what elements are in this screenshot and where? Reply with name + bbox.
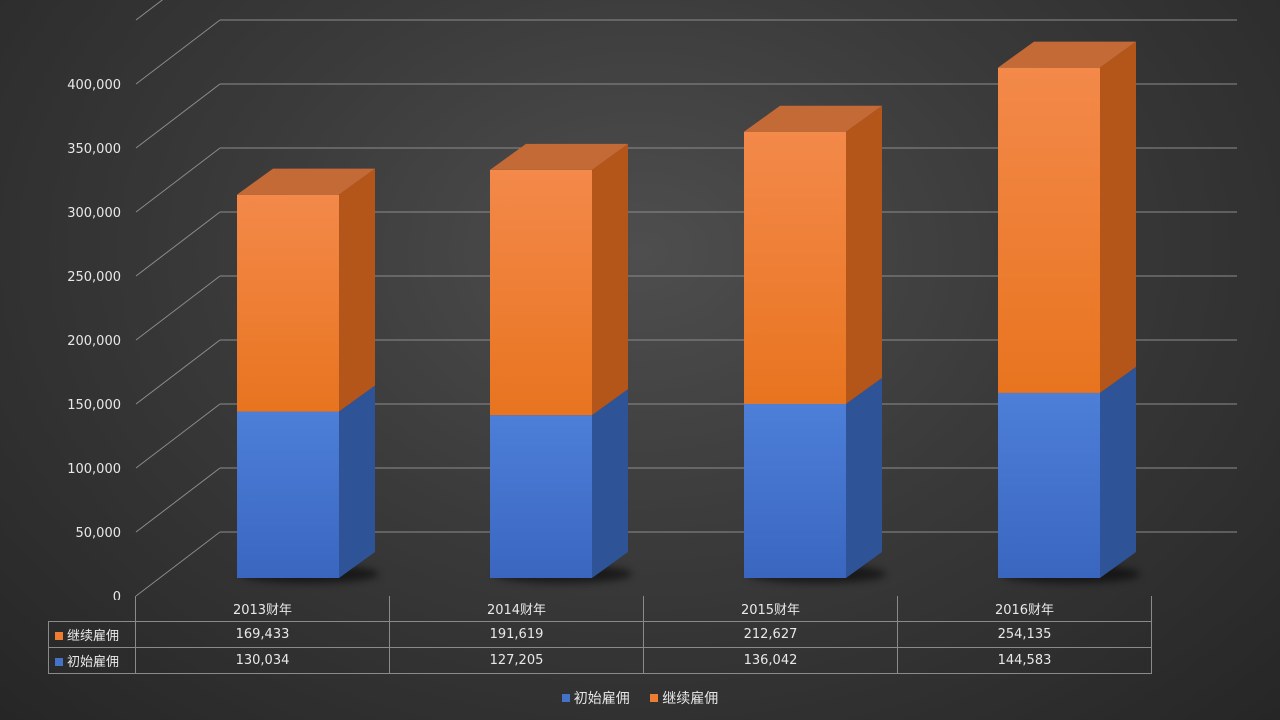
series-label-cell: 初始雇佣: [48, 647, 136, 674]
gridline: [135, 531, 221, 597]
bar-segment-side: [1100, 366, 1136, 578]
category-label: 2016财年: [897, 596, 1152, 622]
y-tick-label: 350,000: [67, 142, 121, 157]
data-label: 169,433: [135, 621, 390, 648]
table-row: 继续雇佣 169,433 191,619 212,627 254,135: [48, 621, 1152, 648]
data-table: 2013财年 2014财年 2015财年 2016财年 继续雇佣 169,433…: [48, 596, 1152, 674]
gridline: [135, 147, 221, 213]
bar-segment-top: [237, 168, 375, 195]
series-label: 初始雇佣: [67, 655, 120, 670]
y-tick-label: 100,000: [67, 462, 121, 477]
series-label-cell: 继续雇佣: [48, 621, 136, 648]
table-row: 初始雇佣 130,034 127,205 136,042 144,583: [48, 647, 1152, 674]
legend-item: 继续雇佣: [650, 688, 718, 708]
bar-segment-side: [339, 385, 375, 578]
bar-segment: [490, 415, 592, 578]
data-label: 144,583: [897, 647, 1152, 674]
chart-plot: 0 50,000 100,000 150,000 200,000 250,000 300,0…: [67, 0, 1237, 600]
gridline: [135, 403, 221, 469]
bar-segment-side: [339, 168, 375, 412]
gridline: [135, 339, 221, 405]
bar-segment-side: [592, 389, 628, 578]
bar-segment-side: [846, 105, 882, 404]
orange-swatch-icon: [55, 631, 63, 640]
gridline: [135, 83, 221, 149]
y-tick-label: 300,000: [67, 206, 121, 221]
orange-swatch-icon: [650, 694, 659, 702]
y-tick-label: 200,000: [67, 334, 121, 349]
y-tick-label: 250,000: [67, 270, 121, 285]
bar-segment-top: [744, 105, 882, 132]
bar-segment-top: [490, 143, 628, 170]
legend-label: 继续雇佣: [662, 691, 719, 707]
bar-segment: [998, 67, 1100, 393]
category-label: 2013财年: [135, 596, 390, 622]
legend-label: 初始雇佣: [573, 691, 630, 707]
data-label: 191,619: [389, 621, 644, 648]
gridline: [135, 467, 221, 533]
gridline: [135, 211, 221, 277]
y-tick-label: 50,000: [76, 526, 122, 541]
blue-swatch-icon: [55, 657, 63, 666]
table-corner: [48, 596, 136, 622]
gridline: [135, 0, 164, 21]
series-label: 继续雇佣: [67, 629, 120, 644]
gridline: [135, 19, 221, 85]
gridline: [135, 275, 221, 341]
bar-segment: [744, 131, 846, 404]
legend: 初始雇佣 继续雇佣: [0, 688, 1280, 708]
y-tick-label: 400,000: [67, 78, 121, 93]
data-label: 136,042: [643, 647, 898, 674]
bar-segment: [998, 392, 1100, 578]
category-label: 2014财年: [389, 596, 644, 622]
data-label: 212,627: [643, 621, 898, 648]
y-tick-label: 0: [113, 590, 121, 600]
legend-item: 初始雇佣: [561, 688, 630, 708]
bar-segment: [237, 194, 339, 412]
data-label: 127,205: [389, 647, 644, 674]
category-label: 2015财年: [643, 596, 898, 622]
bar-segment: [490, 169, 592, 416]
bar-segment: [744, 403, 846, 578]
y-tick-label: 150,000: [67, 398, 121, 413]
bar-segment-side: [846, 377, 882, 578]
blue-swatch-icon: [561, 694, 570, 702]
data-label: 130,034: [135, 647, 390, 674]
bar-segment-top: [998, 41, 1136, 68]
bar-segment: [237, 411, 339, 578]
bar-segment-side: [1100, 41, 1136, 393]
data-label: 254,135: [897, 621, 1152, 648]
bar-segment-side: [592, 143, 628, 416]
